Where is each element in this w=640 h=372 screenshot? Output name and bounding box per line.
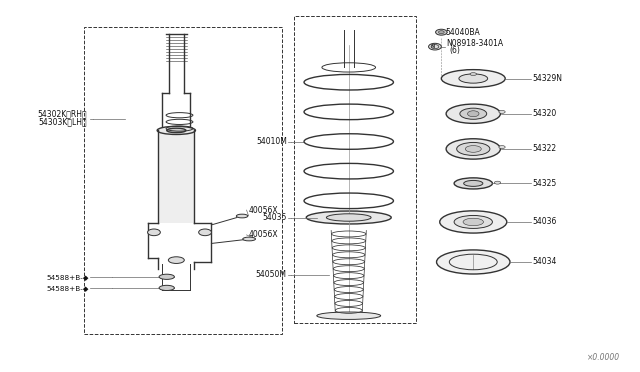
- Ellipse shape: [446, 104, 500, 124]
- Ellipse shape: [465, 145, 481, 152]
- Bar: [159, 131, 194, 223]
- Ellipse shape: [167, 128, 186, 133]
- Ellipse shape: [454, 215, 492, 228]
- Text: 40056X: 40056X: [248, 206, 278, 215]
- Text: 54010M: 54010M: [256, 137, 287, 146]
- Ellipse shape: [429, 43, 442, 50]
- Text: 54322: 54322: [532, 144, 557, 153]
- Ellipse shape: [446, 139, 500, 159]
- Text: 54588+B-◆: 54588+B-◆: [46, 274, 89, 280]
- Ellipse shape: [440, 211, 507, 233]
- Text: 54036: 54036: [532, 218, 557, 227]
- Ellipse shape: [454, 178, 492, 189]
- Ellipse shape: [243, 237, 255, 241]
- Ellipse shape: [436, 250, 510, 274]
- Ellipse shape: [157, 126, 195, 135]
- Text: N: N: [431, 44, 435, 49]
- Ellipse shape: [460, 108, 486, 119]
- Text: 54303K〈LH〉: 54303K〈LH〉: [38, 118, 87, 127]
- Text: 54040BA: 54040BA: [446, 28, 481, 37]
- Ellipse shape: [198, 229, 211, 235]
- Ellipse shape: [442, 70, 505, 87]
- Text: 54034: 54034: [532, 257, 557, 266]
- Ellipse shape: [438, 31, 444, 34]
- Ellipse shape: [457, 142, 490, 155]
- Text: ×0.0000: ×0.0000: [587, 353, 620, 362]
- Ellipse shape: [464, 180, 483, 186]
- Ellipse shape: [148, 229, 161, 235]
- Ellipse shape: [236, 214, 248, 218]
- Ellipse shape: [317, 312, 381, 320]
- Text: 54329N: 54329N: [532, 74, 563, 83]
- Text: 54302K〈RH〉: 54302K〈RH〉: [37, 109, 87, 118]
- Text: 54050M: 54050M: [256, 270, 287, 279]
- Bar: [84, 27, 282, 334]
- Ellipse shape: [459, 74, 488, 83]
- Text: 40056X: 40056X: [248, 230, 278, 240]
- Ellipse shape: [326, 214, 371, 221]
- Ellipse shape: [463, 218, 483, 226]
- Ellipse shape: [168, 257, 184, 263]
- Text: 54035: 54035: [262, 213, 287, 222]
- Ellipse shape: [499, 145, 505, 148]
- Text: (6): (6): [450, 46, 461, 55]
- Bar: [294, 16, 416, 323]
- Text: 54325: 54325: [532, 179, 557, 188]
- Ellipse shape: [494, 181, 500, 184]
- Text: 54320: 54320: [532, 109, 557, 118]
- Ellipse shape: [436, 29, 447, 35]
- Ellipse shape: [307, 211, 391, 224]
- Ellipse shape: [159, 285, 174, 291]
- Text: N08918-3401A: N08918-3401A: [446, 39, 503, 48]
- Ellipse shape: [470, 73, 476, 76]
- Ellipse shape: [499, 110, 505, 113]
- Text: 54588+B-◆: 54588+B-◆: [46, 285, 89, 291]
- Ellipse shape: [467, 111, 479, 117]
- Ellipse shape: [159, 274, 174, 279]
